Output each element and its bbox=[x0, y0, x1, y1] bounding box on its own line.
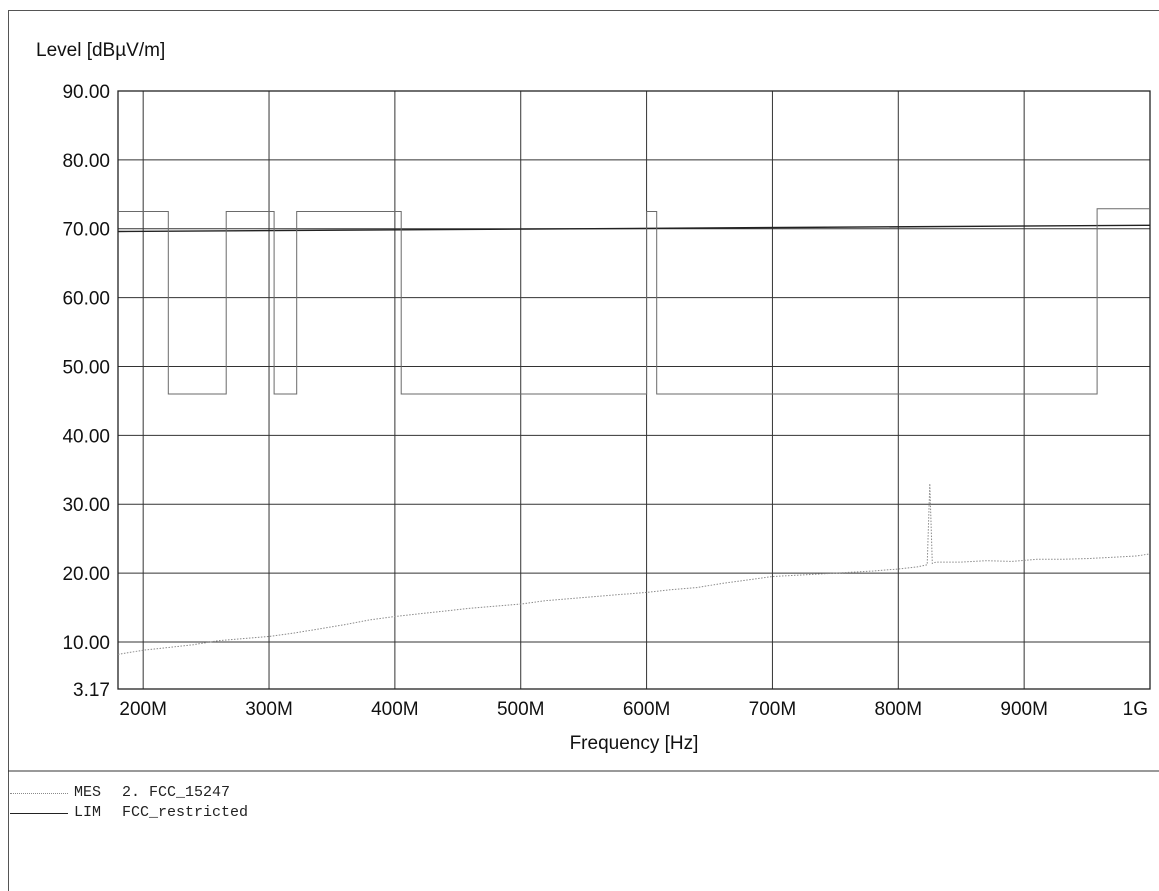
x-tick-label: 700M bbox=[749, 699, 797, 720]
x-tick-label: 600M bbox=[623, 699, 671, 720]
series-line-fcc-15247 bbox=[117, 483, 1151, 655]
x-tick-labels: 200M 300M 400M 500M 600M 700M 800M 900M 1G bbox=[119, 699, 1148, 720]
x-tick-label: 500M bbox=[497, 699, 545, 720]
x-tick-label: 900M bbox=[1000, 699, 1048, 720]
legend-swatch-mes bbox=[10, 793, 68, 794]
legend-key-lim: LIM bbox=[74, 804, 102, 821]
y-axis-label: Level [dBµV/m] bbox=[36, 40, 165, 61]
y-tick-label: 60.00 bbox=[62, 289, 110, 310]
y-tick-label: 80.00 bbox=[62, 151, 110, 172]
legend-key-mes: MES bbox=[74, 784, 102, 801]
legend-item-mes: MES 2. FCC_15247 bbox=[0, 784, 230, 804]
x-tick-label: 1G bbox=[1123, 699, 1148, 720]
y-tick-label: 20.00 bbox=[62, 564, 110, 585]
x-tick-label: 800M bbox=[875, 699, 923, 720]
plot-border bbox=[117, 90, 1151, 690]
x-tick-label: 200M bbox=[119, 699, 167, 720]
y-tick-label: 3.17 bbox=[73, 680, 110, 701]
y-tick-label: 90.00 bbox=[62, 82, 110, 103]
legend-series-name-mes: FCC_15247 bbox=[149, 784, 231, 801]
legend-series-name-lim: FCC_restricted bbox=[122, 804, 249, 821]
series-line-limit-envelope bbox=[118, 208, 1150, 395]
y-tick-label: 70.00 bbox=[62, 220, 110, 241]
grid bbox=[118, 91, 1150, 689]
chart-frame bbox=[8, 10, 1159, 891]
y-tick-label: 50.00 bbox=[62, 357, 110, 378]
y-tick-label: 30.00 bbox=[62, 495, 110, 516]
x-tick-label: 300M bbox=[245, 699, 293, 720]
y-tick-label: 10.00 bbox=[62, 633, 110, 654]
legend-prefix-mes: 2. bbox=[122, 784, 141, 801]
legend-desc-mes: 2. FCC_15247 bbox=[122, 784, 230, 801]
x-axis-label: Frequency [Hz] bbox=[570, 733, 699, 754]
series-line-fcc-restricted bbox=[117, 224, 1151, 233]
x-tick-label: 400M bbox=[371, 699, 419, 720]
y-tick-label: 40.00 bbox=[62, 426, 110, 447]
series-group bbox=[117, 208, 1151, 655]
legend-item-lim: LIM FCC_restricted bbox=[0, 804, 248, 824]
legend-swatch-lim bbox=[10, 813, 68, 814]
y-tick-labels: 3.17 10.00 20.00 30.00 40.00 50.00 60.00 70.00 8… bbox=[62, 82, 110, 701]
